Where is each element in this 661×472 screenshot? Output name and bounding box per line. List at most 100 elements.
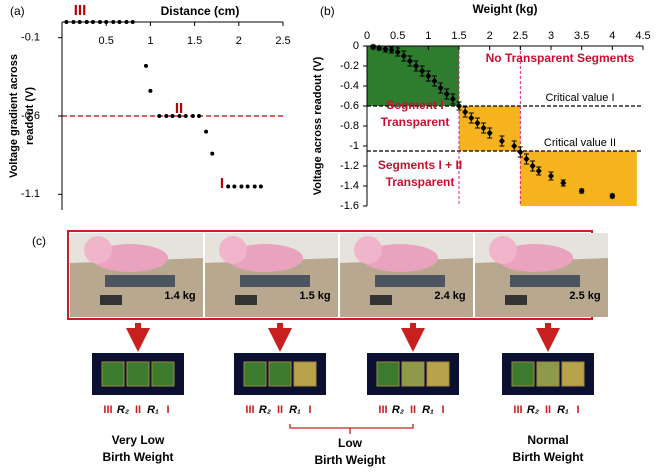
sensor-segment [268, 361, 292, 387]
category-label: Birth Weight [512, 450, 583, 464]
photo-mat [105, 275, 175, 287]
point [468, 114, 475, 122]
point [84, 20, 89, 24]
sensor-segment [101, 361, 125, 387]
point [239, 184, 244, 189]
point [210, 151, 215, 156]
category-label: Birth Weight [102, 450, 173, 464]
point [431, 77, 438, 85]
point [252, 184, 257, 189]
point [104, 20, 109, 24]
point [462, 108, 469, 116]
weight-label: 2.4 kg [434, 290, 465, 302]
annotation: II [175, 100, 183, 117]
segment-label: III [245, 404, 254, 416]
annotation: Segment I [386, 98, 443, 112]
point [245, 184, 250, 189]
segment-label: II [545, 404, 551, 416]
x-axis-title: Weight (kg) [472, 2, 537, 16]
point [486, 129, 493, 137]
photo: 1.4 kg [70, 233, 203, 317]
segment-label: III [103, 404, 112, 416]
segment-label: R₁ [289, 404, 301, 416]
point [388, 46, 395, 54]
y-tick-label: -0.2 [340, 60, 359, 72]
point [511, 142, 518, 150]
photo: 2.4 kg [340, 233, 473, 317]
y-tick-label: -1 [349, 140, 359, 152]
photo-device [505, 295, 527, 305]
segment-label: R₁ [557, 404, 569, 416]
x-tick-label: 4 [609, 30, 615, 42]
x-tick-label: 1 [147, 35, 153, 47]
doll-head [354, 236, 382, 264]
annotation: Transparent [386, 175, 455, 189]
point [232, 184, 237, 189]
annotation: I [220, 175, 224, 192]
point [535, 167, 542, 175]
annotation: III [74, 2, 87, 19]
y-axis-title: Voltage across readout (V) [312, 56, 324, 195]
y-tick-label: -1.2 [340, 160, 359, 172]
segment-label: II [277, 404, 283, 416]
segment-label: R₂ [117, 404, 129, 416]
point [413, 62, 420, 70]
point [117, 20, 122, 24]
weight-label: 2.5 kg [569, 290, 600, 302]
photo-device [235, 295, 257, 305]
segment-label: III [378, 404, 387, 416]
sensor-segment [151, 361, 175, 387]
sensor-segment [401, 361, 425, 387]
x-tick-label: 3.5 [574, 30, 589, 42]
point [529, 162, 536, 170]
panel-label: (c) [32, 234, 46, 248]
y-axis-title: Voltage gradient across [8, 54, 20, 178]
weight-label: 1.4 kg [164, 290, 195, 302]
annotation: Transparent [381, 115, 450, 129]
point [130, 20, 135, 24]
segment-label: II [135, 404, 141, 416]
x-tick-label: 1 [425, 30, 431, 42]
point [419, 67, 426, 75]
point [204, 129, 209, 134]
weight-label: 1.5 kg [299, 290, 330, 302]
point [425, 72, 432, 80]
bracket [289, 424, 414, 434]
point [148, 88, 153, 93]
x-tick-label: 0 [364, 30, 370, 42]
point [98, 20, 103, 24]
photo-mat [510, 275, 580, 287]
y-tick-label: -0.6 [21, 110, 40, 122]
x-tick-label: 0.5 [99, 35, 114, 47]
point [124, 20, 129, 24]
point [560, 179, 567, 187]
category-label: Low [338, 436, 363, 450]
point [183, 114, 188, 118]
photo-device [370, 295, 392, 305]
point [77, 20, 82, 24]
point [523, 155, 530, 163]
x-tick-label: 0.5 [390, 30, 405, 42]
point [498, 137, 505, 145]
annotation: Segments I + II [378, 158, 462, 172]
x-tick-label: 4.5 [635, 30, 650, 42]
point [548, 172, 554, 180]
segment-label: I [308, 404, 311, 416]
point [190, 114, 195, 118]
x-tick-label: 2 [236, 35, 242, 47]
y-tick-label: -0.6 [340, 100, 359, 112]
doll-head [489, 236, 517, 264]
photo: 1.5 kg [205, 233, 338, 317]
sensor-segment [511, 361, 535, 387]
panel-label: (a) [10, 4, 25, 18]
point [443, 90, 450, 98]
point [609, 192, 616, 200]
point [157, 114, 162, 118]
panel-label: (b) [320, 4, 335, 18]
sensor-segment [561, 361, 585, 387]
point [370, 43, 377, 51]
point [197, 114, 202, 118]
point [437, 84, 444, 92]
category-label: Very Low [112, 433, 165, 447]
